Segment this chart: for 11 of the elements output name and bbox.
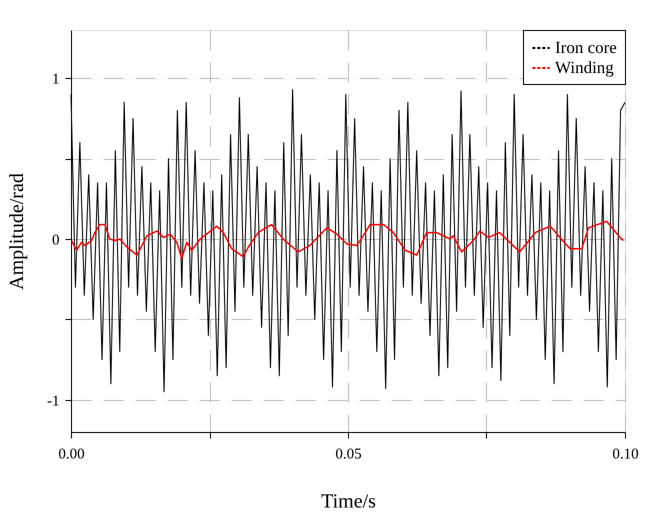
y-axis-title: Amplitude/rad — [6, 173, 28, 290]
y-tick-label: -1 — [47, 393, 60, 410]
x-axis-title: Time/s — [321, 490, 376, 512]
legend-label: Winding — [555, 58, 614, 77]
y-tick-label: 0 — [52, 232, 60, 249]
x-tick-label: 0.10 — [612, 446, 639, 462]
legend-label: Iron core — [555, 38, 617, 57]
x-tick-label: 0.05 — [335, 446, 362, 462]
line-series — [70, 220, 624, 260]
x-tick-label: 0.00 — [58, 446, 85, 462]
y-tick-label: 1 — [52, 72, 60, 88]
